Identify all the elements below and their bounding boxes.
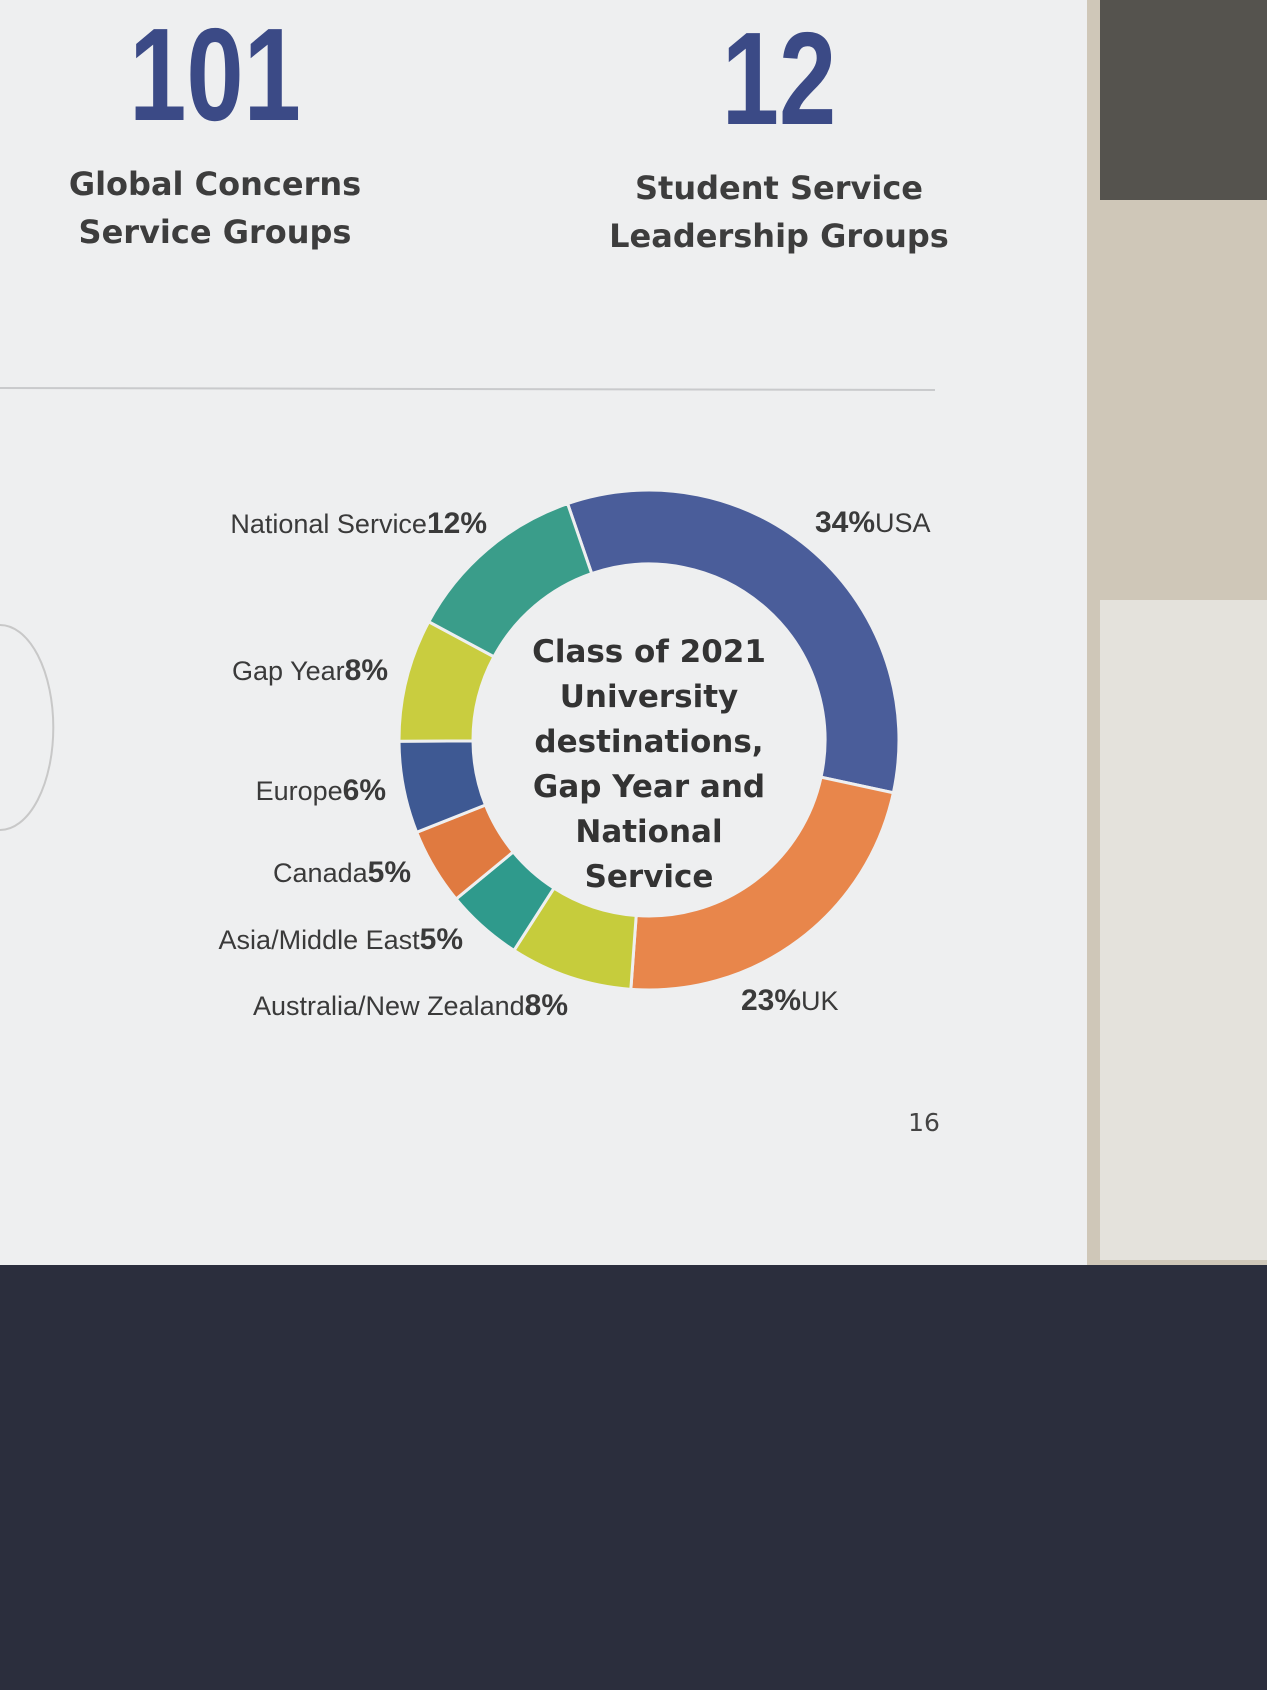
brochure-page	[0, 0, 1087, 1265]
donut-segment	[565, 488, 901, 795]
background-wall	[1100, 600, 1267, 1260]
category-name: Europe	[256, 776, 343, 806]
value-label: 12%	[427, 507, 487, 540]
segment-label: Europe6%	[256, 774, 386, 807]
stats: 101 Global Concerns Service Groups 12 Studen…	[69, 2, 949, 255]
page-number: 16	[908, 1108, 940, 1137]
category-name: Australia/New Zealand	[253, 991, 525, 1021]
background-book	[1100, 0, 1267, 200]
segment-label: Canada5%	[273, 856, 411, 889]
stat-number: 12	[722, 6, 837, 153]
value-label: 8%	[345, 654, 388, 687]
value-label: 8%	[525, 989, 568, 1022]
category-name: Gap Year	[232, 656, 345, 686]
segment-label: Asia/Middle East5%	[219, 923, 463, 956]
stat-label: Leadership Groups	[609, 217, 949, 255]
stat-label: Global Concerns	[69, 165, 361, 203]
category-name: UK	[801, 986, 839, 1016]
donut-segment	[629, 775, 896, 992]
value-label: 5%	[368, 856, 411, 889]
segment-label: Australia/New Zealand8%	[253, 989, 568, 1022]
category-name: National Service	[230, 509, 427, 539]
chart-title: Class of 2021 University destinations, G…	[532, 634, 766, 895]
segment-label: National Service12%	[230, 507, 487, 540]
value-label: 5%	[420, 923, 463, 956]
value-label: 6%	[343, 774, 386, 807]
stat-number: 101	[129, 2, 301, 149]
segment-label: 23%UK	[741, 984, 839, 1017]
stat-label: Student Service	[635, 169, 923, 207]
value-label: 34%	[815, 506, 875, 539]
segment-label: 34%USA	[815, 506, 931, 539]
category-name: Asia/Middle East	[219, 925, 421, 955]
partial-circle	[0, 624, 55, 831]
value-label: 23%	[741, 984, 801, 1017]
stat-label: Service Groups	[79, 213, 352, 251]
donut-segment	[426, 501, 594, 659]
category-name: USA	[875, 508, 931, 538]
divider	[0, 387, 936, 391]
segment-label: Gap Year8%	[232, 654, 388, 687]
category-name: Canada	[273, 858, 369, 888]
